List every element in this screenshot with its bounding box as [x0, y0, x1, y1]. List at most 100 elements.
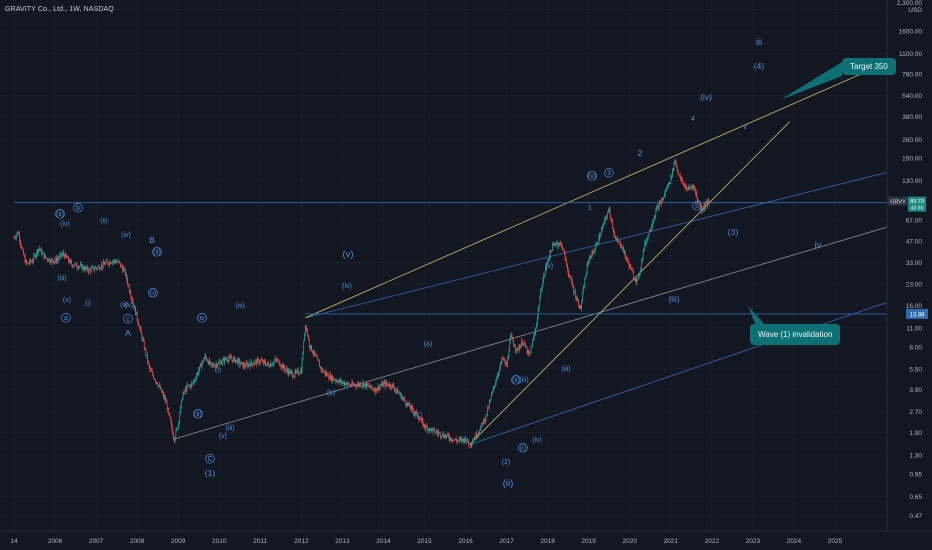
price-tick: 1600.00 [899, 28, 923, 35]
candle-body [675, 161, 676, 163]
wave-label: (iv) [700, 92, 712, 102]
candle-body [363, 382, 365, 387]
candle-body [212, 364, 214, 365]
wave-label: (ii) [100, 218, 108, 225]
candle-body [574, 290, 576, 298]
candle-body [680, 176, 682, 181]
candle-body [281, 364, 282, 367]
candle-body [709, 201, 710, 202]
candle-body [248, 364, 249, 367]
candle-body [38, 248, 39, 253]
candle-body [345, 383, 346, 386]
candle-body [158, 385, 159, 387]
time-axis: 14 2006 2007 2008 2009 2010 2011 2012 2013 2014 20… [0, 530, 932, 545]
candle-body [438, 432, 440, 434]
price-tick: 0.47 [909, 513, 922, 520]
candle-body [473, 440, 474, 442]
candle-body [282, 364, 284, 369]
candle-body [193, 380, 195, 383]
time-tick: 2022 [705, 538, 720, 545]
candle-body [577, 298, 578, 301]
invalidation-callout[interactable]: Wave (1) invalidation [750, 324, 841, 345]
candle-body [531, 346, 533, 348]
candle-body [317, 357, 319, 361]
candle-body [398, 392, 400, 394]
candle-body [302, 353, 304, 360]
candle-body [118, 260, 120, 262]
candle-body [652, 222, 653, 227]
candle-body [405, 404, 407, 406]
candle-body [664, 190, 666, 194]
candle-body [315, 354, 316, 356]
candle-body [670, 176, 672, 183]
time-tick: 2007 [89, 538, 104, 545]
candle-body [439, 432, 440, 434]
candle-body [442, 433, 444, 437]
candle-body [253, 363, 255, 365]
candle-body [112, 261, 114, 263]
candle-body [486, 414, 488, 415]
candle-body [410, 406, 412, 409]
candle-body [151, 371, 153, 373]
candle-body [19, 234, 20, 241]
candle-body [505, 362, 507, 364]
candle-body [308, 336, 309, 339]
candle-body [597, 242, 599, 245]
candle-body [271, 364, 273, 366]
candle-body [57, 258, 58, 262]
candle-body [660, 202, 661, 204]
candle-body [301, 359, 303, 373]
wave-label: (iii) [235, 303, 244, 310]
candle-body [222, 358, 224, 360]
candle-body [252, 364, 254, 366]
time-tick: 2019 [581, 538, 596, 545]
candle-body [304, 335, 305, 341]
candle-body [409, 407, 411, 409]
candle-body [646, 240, 648, 241]
candle-body [638, 276, 639, 279]
candle-body [337, 381, 339, 383]
candle-body [103, 262, 105, 264]
candle-body [196, 375, 197, 380]
candle-body [274, 360, 275, 362]
candle-body [34, 255, 36, 258]
candle-body [683, 183, 685, 185]
candle-body [319, 362, 320, 367]
candle-body [489, 399, 491, 403]
candle-body [540, 290, 542, 291]
candle-body [647, 235, 649, 241]
candle-body [586, 265, 588, 273]
candle-body [694, 185, 695, 189]
candle-body [64, 254, 65, 258]
candle-body [613, 230, 615, 235]
candle-body [116, 261, 117, 263]
candle-body [406, 402, 408, 406]
candle-body [164, 397, 166, 399]
candle-body [654, 216, 656, 218]
invalidation-callout-pointer [748, 306, 766, 326]
candle-body [582, 294, 583, 302]
candle-body [241, 362, 242, 364]
candle-body [237, 359, 239, 364]
wave-label: (iii) [225, 425, 234, 432]
candle-body [522, 341, 523, 345]
candle-body [436, 431, 438, 433]
candle-body [76, 266, 78, 268]
candle-body [699, 202, 701, 207]
candle-body [106, 260, 107, 263]
candle-body [627, 259, 628, 260]
target-callout[interactable]: Target 350 [842, 58, 896, 75]
candle-body [707, 200, 709, 206]
candle-body [154, 378, 155, 380]
candle-body [688, 187, 690, 188]
candle-body [290, 371, 292, 372]
candle-body [589, 257, 590, 261]
candle-body [557, 242, 559, 246]
candle-body [417, 416, 419, 419]
candle-body [352, 382, 354, 385]
candle-body [207, 360, 208, 362]
candle-body [461, 438, 462, 441]
wave-label: B [149, 235, 155, 245]
candle-body [585, 276, 586, 279]
